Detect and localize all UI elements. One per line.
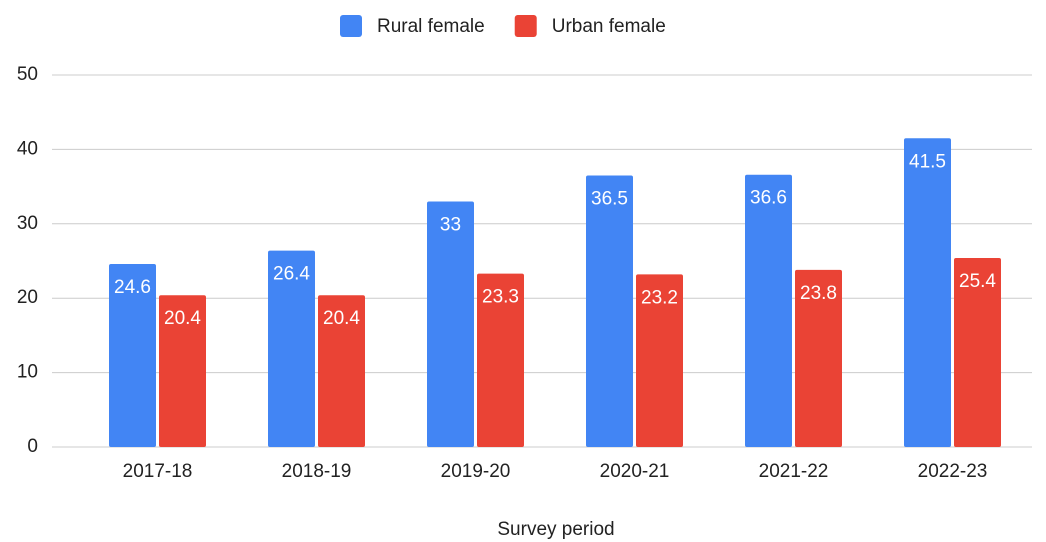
bar (904, 138, 951, 448)
bar (795, 269, 842, 447)
bar (427, 201, 474, 447)
y-tick-label: 50 (17, 64, 38, 85)
x-tick-label: 2022-23 (918, 461, 988, 482)
bar (745, 174, 792, 448)
x-tick-label: 2019-20 (441, 461, 511, 482)
bar (586, 175, 633, 447)
data-label: 25.4 (959, 271, 996, 292)
x-tick-label: 2021-22 (759, 461, 829, 482)
legend-swatch (514, 15, 537, 37)
bar (318, 295, 365, 447)
legend-swatch (340, 15, 362, 37)
x-tick-label: 2017-18 (123, 461, 193, 482)
y-tick-label: 10 (17, 362, 38, 383)
x-tick-label: 2020-21 (600, 461, 670, 482)
bar (109, 263, 156, 447)
bar (477, 273, 524, 447)
legend-label: Rural female (377, 16, 485, 37)
data-label: 26.4 (273, 264, 310, 285)
data-label: 36.6 (750, 188, 787, 209)
bar (159, 295, 206, 447)
bar (954, 258, 1001, 447)
data-label: 41.5 (909, 151, 946, 172)
data-label: 33 (440, 214, 461, 235)
x-tick-label: 2018-19 (282, 461, 352, 482)
data-label: 23.2 (641, 287, 678, 308)
data-label: 20.4 (164, 308, 201, 329)
bar (268, 250, 315, 447)
data-label: 24.6 (114, 277, 151, 298)
data-label: 20.4 (323, 308, 360, 329)
y-tick-label: 0 (27, 436, 38, 457)
data-label: 23.3 (482, 287, 519, 308)
y-tick-label: 40 (17, 138, 38, 159)
legend-label: Urban female (552, 16, 666, 37)
y-tick-label: 30 (17, 213, 38, 234)
data-label: 23.8 (800, 283, 837, 304)
x-axis-title: Survey period (497, 519, 614, 540)
bar (636, 274, 683, 447)
data-label: 36.5 (591, 188, 628, 209)
y-tick-label: 20 (17, 287, 38, 308)
